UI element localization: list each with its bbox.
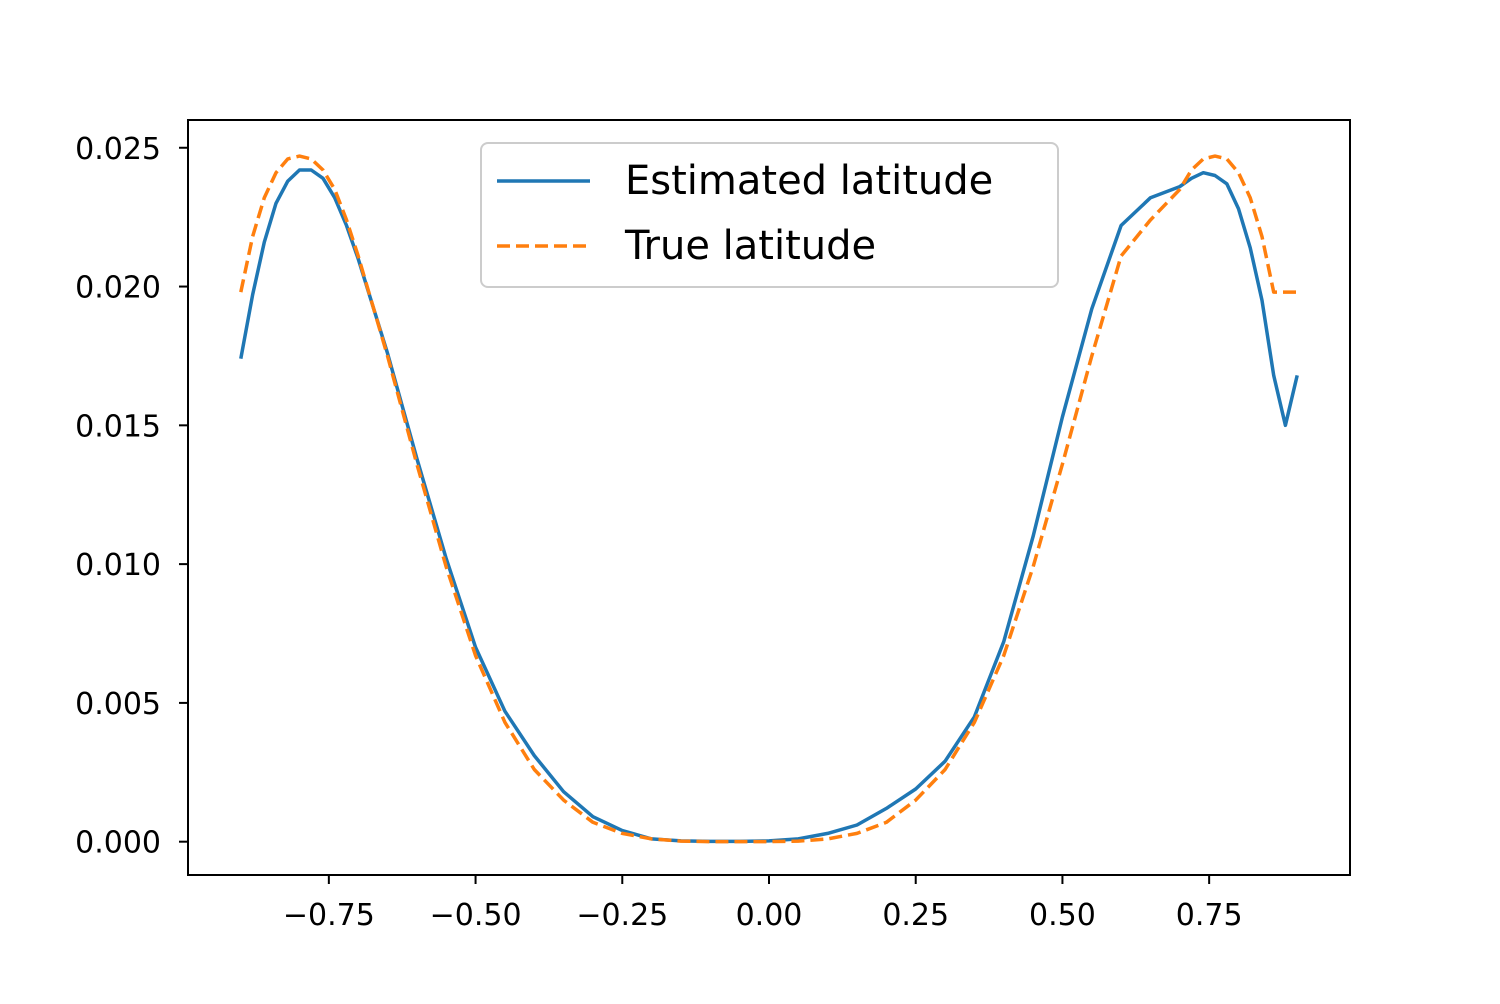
legend-label-true: True latitude <box>624 223 876 269</box>
y-tick-label: 0.000 <box>75 826 161 861</box>
legend-label-estimated: Estimated latitude <box>625 158 993 204</box>
x-tick-label: 0.25 <box>882 898 949 933</box>
legend-box <box>480 142 1059 288</box>
y-tick-label: 0.015 <box>75 409 161 444</box>
x-tick-label: −0.25 <box>576 898 668 933</box>
x-tick-label: 0.75 <box>1176 898 1243 933</box>
series-line-estimated-latitude <box>239 168 1299 844</box>
plot-frame <box>187 119 1351 876</box>
y-tick-label: 0.025 <box>75 132 161 167</box>
y-axis: 0.000 0.005 0.010 0.015 0.020 0.025 <box>75 132 188 861</box>
x-tick-label: −0.50 <box>430 898 522 933</box>
y-tick-label: 0.005 <box>75 687 161 722</box>
y-tick-label: 0.020 <box>75 271 161 306</box>
legend: Estimated latitude True latitude <box>480 142 1059 288</box>
x-tick-label: 0.50 <box>1029 898 1096 933</box>
y-tick-label: 0.010 <box>75 548 161 583</box>
x-tick-label: 0.00 <box>736 898 803 933</box>
x-axis: −0.75 −0.50 −0.25 0.00 0.25 0.50 0.75 <box>283 875 1243 933</box>
series-layer <box>239 154 1299 844</box>
x-tick-label: −0.75 <box>283 898 375 933</box>
